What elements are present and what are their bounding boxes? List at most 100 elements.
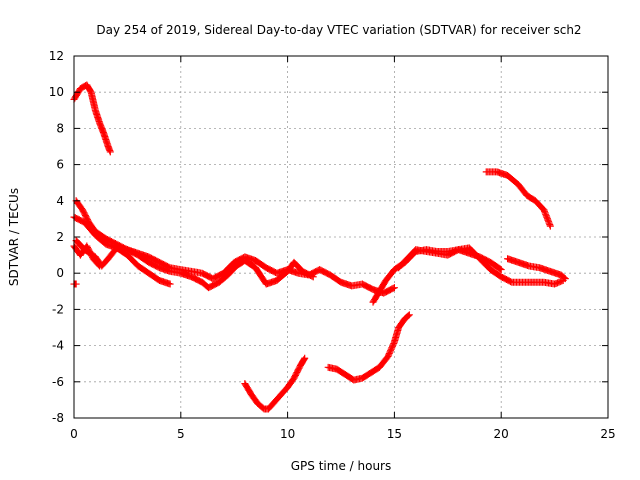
y-tick-label: -8 (52, 411, 64, 425)
chart-title: Day 254 of 2019, Sidereal Day-to-day VTE… (96, 23, 581, 37)
data-point (113, 244, 130, 258)
data-point (540, 206, 554, 230)
data-point (514, 181, 530, 198)
data-point (273, 268, 290, 284)
data-point (504, 171, 521, 188)
data-point (145, 258, 162, 271)
data-point (83, 242, 97, 261)
series-track-10 (482, 168, 554, 230)
data-point (247, 390, 261, 406)
data-point (375, 278, 389, 295)
y-tick-label: -4 (52, 339, 64, 353)
series-track-1 (70, 81, 114, 156)
x-tick-label: 0 (70, 427, 78, 441)
grid (74, 56, 608, 418)
data-point (316, 266, 333, 278)
data-point (523, 191, 538, 204)
data-point (333, 365, 348, 378)
series-track-11 (241, 354, 309, 413)
data-point (104, 143, 114, 156)
data-point (264, 399, 278, 413)
data-points (70, 81, 569, 413)
data-point (123, 246, 141, 258)
data-point (384, 339, 398, 360)
data-point (83, 81, 94, 95)
y-tick-label: 4 (56, 194, 64, 208)
data-point (134, 262, 152, 276)
data-point (79, 206, 92, 225)
data-point (557, 271, 569, 283)
data-point (290, 363, 304, 382)
data-point (91, 231, 109, 247)
y-tick-label: -2 (52, 302, 64, 316)
series-track-8 (395, 246, 505, 274)
series-track-9 (504, 255, 569, 283)
data-point (209, 270, 226, 283)
data-point (241, 257, 258, 271)
data-point (123, 251, 141, 269)
data-point (70, 280, 80, 288)
series-track-6 (70, 280, 80, 288)
x-axis-label: GPS time / hours (291, 459, 392, 473)
data-point (367, 364, 382, 377)
data-point (224, 263, 239, 279)
data-point (252, 257, 269, 271)
x-tick-label: 25 (600, 427, 615, 441)
data-point (241, 380, 254, 397)
data-point (358, 280, 376, 293)
data-point (390, 325, 402, 346)
data-point (403, 247, 419, 263)
data-point (271, 392, 284, 406)
data-point (382, 267, 397, 284)
data-point (487, 266, 504, 280)
data-point (155, 276, 174, 288)
series-track-5 (70, 242, 104, 270)
axis-ticks: 0 5 10 15 20 25 -8 -6 -4 -2 0 2 4 6 8 10 12 (49, 49, 616, 441)
data-point (215, 272, 231, 286)
data-point (145, 253, 162, 266)
data-point (87, 88, 99, 113)
data-point (369, 289, 383, 306)
x-tick-label: 10 (280, 427, 295, 441)
data-point (326, 271, 344, 285)
data-point (102, 235, 119, 248)
series-track-12 (324, 311, 413, 384)
data-point (254, 400, 267, 412)
data-point (497, 273, 515, 286)
data-point (531, 197, 547, 213)
x-tick-label: 5 (177, 427, 185, 441)
data-point (89, 255, 104, 270)
data-point (145, 269, 162, 284)
y-tick-label: 8 (56, 121, 64, 135)
data-point (476, 253, 493, 266)
x-tick-label: 20 (494, 427, 509, 441)
data-point (252, 264, 269, 287)
data-point (284, 375, 297, 391)
data-point (551, 276, 567, 288)
data-point (299, 267, 317, 281)
data-point (205, 279, 222, 292)
data-point (296, 354, 309, 370)
data-point (487, 258, 505, 274)
data-point (290, 258, 305, 274)
data-point (155, 258, 173, 271)
data-point (134, 251, 152, 266)
data-point (277, 384, 291, 398)
series-track-3 (70, 213, 317, 292)
data-point (358, 370, 374, 382)
data-point (81, 219, 98, 238)
data-point (380, 284, 398, 297)
data-point (220, 259, 237, 277)
y-tick-label: 6 (56, 158, 64, 172)
data-point (395, 256, 410, 272)
y-tick-label: 12 (49, 49, 64, 63)
y-tick-label: 2 (56, 230, 64, 244)
data-point (187, 273, 205, 286)
data-point (395, 316, 408, 331)
y-tick-label: 10 (49, 85, 64, 99)
data-point (375, 354, 391, 371)
data-point (401, 311, 413, 322)
y-tick-label: 0 (56, 266, 64, 280)
x-tick-label: 15 (387, 427, 402, 441)
